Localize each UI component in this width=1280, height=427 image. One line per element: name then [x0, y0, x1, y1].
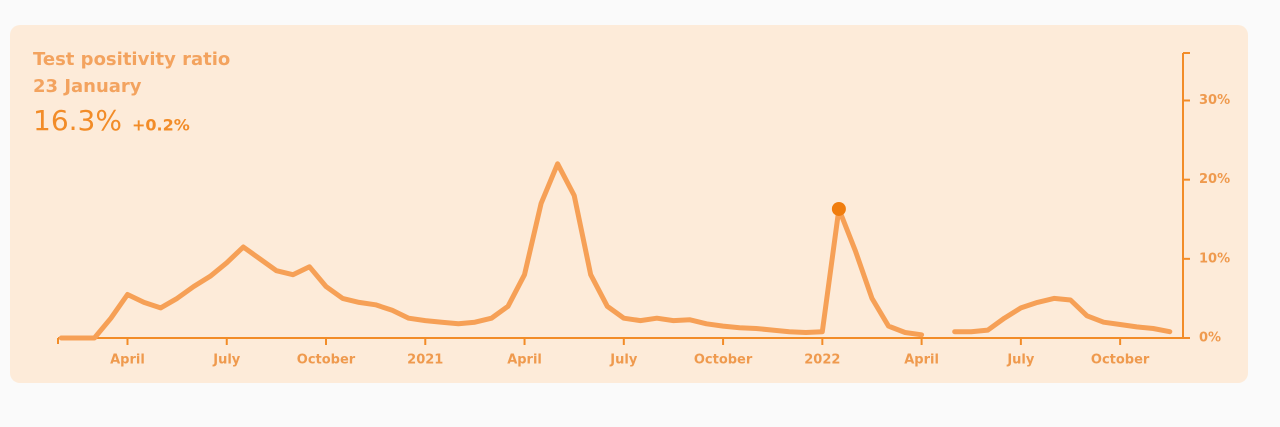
x-tick-label: April: [110, 353, 145, 368]
x-tick-label: April: [507, 353, 542, 368]
x-tick-label: October: [297, 353, 356, 368]
x-tick-label: 2022: [804, 353, 840, 368]
chart-title: Test positivity ratio: [33, 49, 230, 70]
highlight-point: [831, 201, 846, 216]
y-tick-label: 20%: [1199, 172, 1230, 187]
change-value: +0.2%: [132, 116, 190, 135]
date-label: 23 January: [33, 76, 142, 97]
x-tick-label: April: [904, 353, 939, 368]
x-tick-label: October: [694, 353, 753, 368]
x-tick-label: July: [212, 353, 241, 368]
data-line: [58, 161, 1173, 341]
x-tick-label: July: [609, 353, 638, 368]
x-tick-label: 2021: [407, 353, 443, 368]
card: [10, 25, 1248, 383]
y-tick-label: 30%: [1199, 93, 1230, 108]
x-tick-label: October: [1091, 353, 1150, 368]
x-tick-label: July: [1006, 353, 1035, 368]
y-tick-label: 10%: [1199, 251, 1230, 266]
y-tick-label: 0%: [1199, 331, 1221, 346]
current-value: 16.3%: [33, 104, 122, 137]
